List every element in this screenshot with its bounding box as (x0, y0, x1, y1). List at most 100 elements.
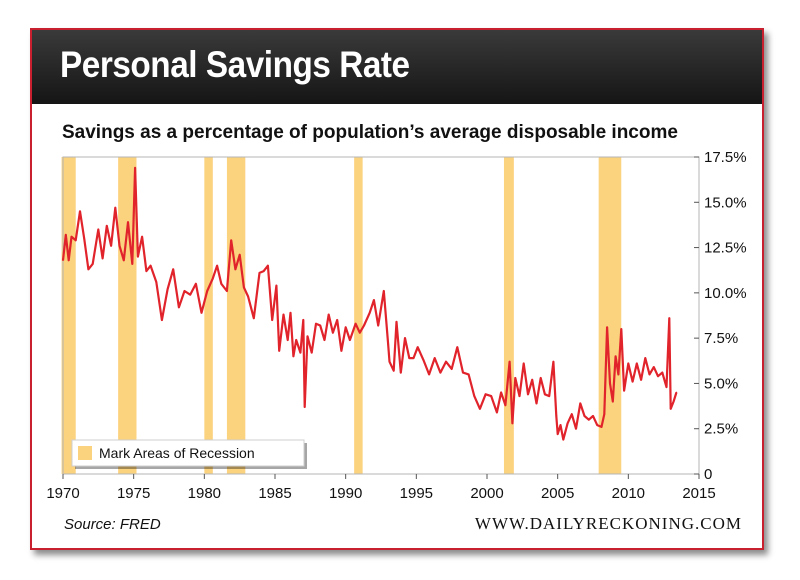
data-point (531, 379, 534, 381)
data-point (377, 324, 379, 327)
data-point (631, 380, 634, 383)
data-point (675, 391, 678, 394)
data-point (627, 362, 630, 365)
data-point (566, 422, 569, 425)
y-tick-label: 15.0% (704, 194, 747, 211)
data-point (302, 319, 305, 321)
data-point (299, 351, 302, 354)
x-tick-label: 2005 (541, 485, 574, 502)
data-point (600, 426, 603, 428)
data-point (206, 290, 208, 292)
data-point (552, 360, 555, 363)
data-point (522, 362, 525, 365)
plot-border (62, 156, 700, 475)
data-point (606, 326, 608, 329)
data-point (508, 360, 511, 363)
data-point (548, 395, 550, 397)
data-point (640, 379, 642, 381)
data-point (428, 373, 430, 376)
data-point (178, 306, 180, 309)
data-point (332, 331, 334, 334)
data-point (127, 221, 129, 224)
data-point (286, 339, 289, 341)
data-point (473, 395, 476, 397)
data-point (611, 400, 614, 403)
data-point (392, 369, 395, 372)
data-point (262, 270, 265, 272)
recession-band (354, 157, 363, 474)
y-tick-label: 17.5% (704, 149, 747, 166)
data-point (373, 299, 375, 301)
data-point (118, 244, 121, 247)
data-point (172, 268, 175, 271)
data-point (559, 424, 562, 426)
data-point (562, 438, 565, 441)
data-point (620, 328, 623, 330)
y-tick-label: 12.5% (704, 240, 747, 257)
data-point (535, 402, 538, 405)
data-point (583, 415, 586, 417)
website-credit: WWW.DAILYRECKONING.COM (474, 514, 742, 533)
data-point (518, 395, 521, 397)
data-point (183, 290, 186, 292)
data-point (359, 331, 361, 334)
data-point (315, 322, 317, 325)
data-point (439, 371, 442, 374)
data-point (278, 350, 281, 352)
data-point (292, 355, 295, 358)
data-point (87, 268, 90, 271)
recession-band (118, 157, 137, 474)
data-point (456, 346, 459, 349)
data-point (110, 244, 112, 247)
data-point (319, 324, 322, 327)
x-tick-label: 1970 (46, 485, 79, 502)
data-point (395, 321, 398, 323)
data-point (388, 360, 391, 363)
recession-band (226, 157, 246, 474)
legend-box (71, 439, 305, 467)
data-point (134, 167, 136, 169)
y-tick-label: 2.5% (704, 421, 738, 438)
data-point (387, 342, 389, 345)
recession-band (204, 157, 213, 474)
data-point (91, 263, 94, 265)
data-point (253, 317, 255, 320)
data-point (327, 313, 330, 316)
chart-canvas: 0 2.5% 5.0% 7.5% 10.0% 12.5% 15.0% 17.5% 1970 197… (46, 149, 747, 502)
data-point (267, 264, 269, 267)
data-point (195, 283, 197, 285)
data-point (539, 377, 542, 379)
data-point (496, 411, 498, 414)
data-point (644, 357, 647, 359)
data-point (212, 277, 214, 280)
data-point (97, 228, 100, 231)
data-point (433, 357, 436, 359)
data-point (636, 362, 638, 365)
x-tick-label: 1995 (400, 485, 433, 502)
chart-subtitle: Savings as a percentage of population’s … (62, 122, 678, 143)
data-point (661, 371, 664, 374)
data-point (275, 284, 278, 287)
data-point (527, 393, 529, 396)
y-tick-label: 5.0% (704, 375, 738, 392)
data-point (504, 404, 507, 406)
data-point (412, 357, 415, 359)
data-point (623, 389, 625, 392)
data-point (83, 237, 85, 240)
data-point (166, 288, 169, 291)
data-point (247, 295, 249, 298)
data-point (575, 427, 577, 430)
data-point (238, 254, 241, 256)
data-point (289, 311, 292, 314)
data-point (514, 377, 517, 379)
data-point (234, 268, 237, 271)
data-point (155, 281, 158, 283)
x-tick-label: 1985 (258, 485, 291, 502)
data-point (571, 413, 573, 416)
data-point (65, 234, 67, 236)
data-point (363, 324, 365, 327)
data-point (70, 235, 73, 238)
data-point (67, 259, 70, 262)
data-point (609, 382, 611, 385)
data-point (422, 359, 425, 361)
